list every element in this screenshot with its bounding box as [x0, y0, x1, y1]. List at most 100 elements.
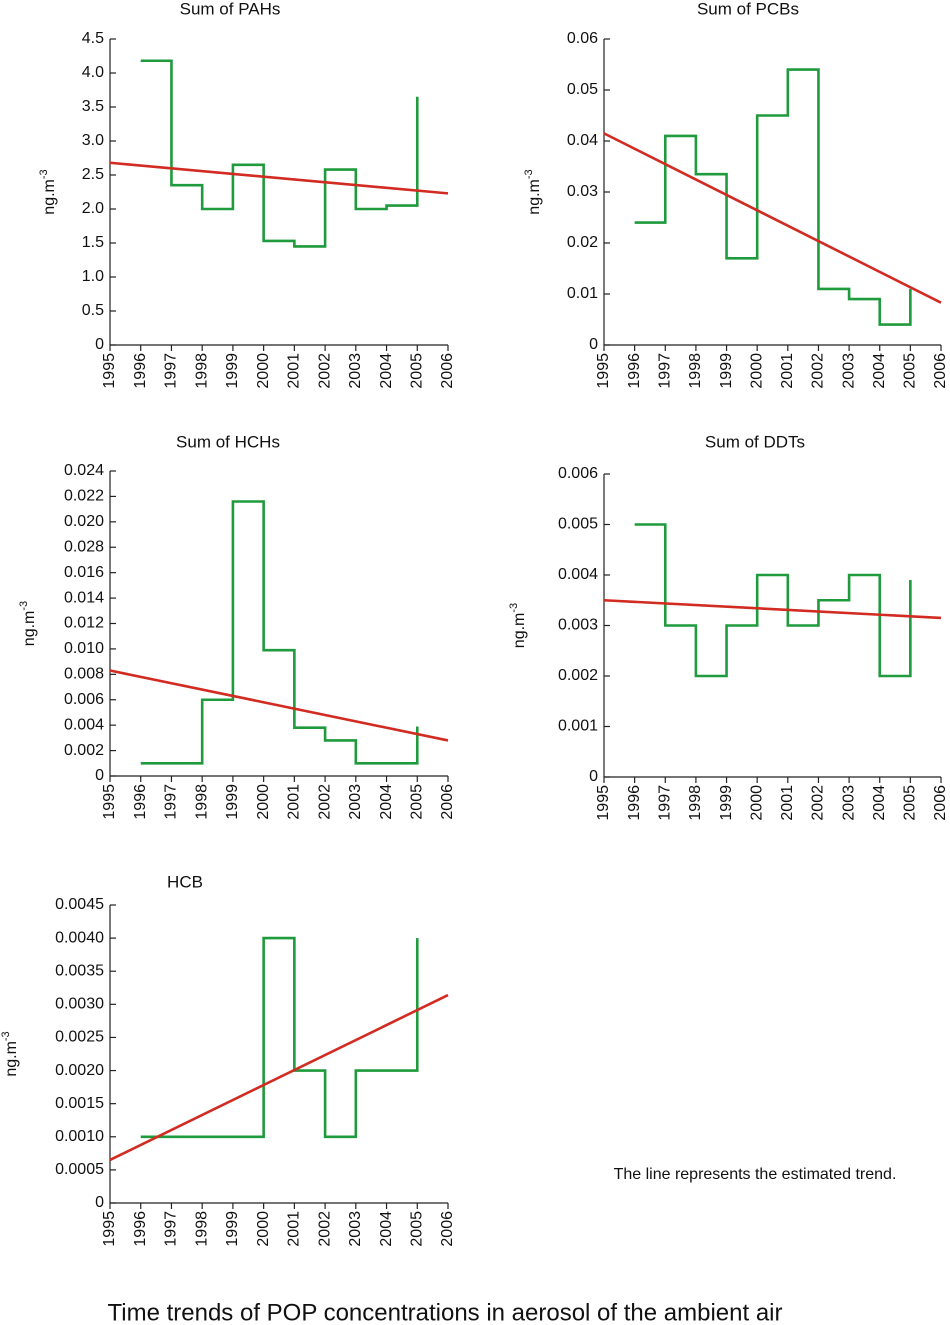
caption: Time trends of POP concentrations in aer…: [107, 1299, 782, 1325]
y-axis-label-superscript: -3: [18, 601, 30, 611]
x-tick-label: 1996: [132, 353, 149, 389]
trend-line: [109, 993, 449, 1162]
x-tick-label: 2003: [840, 785, 857, 821]
x-tick-label: 2003: [347, 784, 364, 820]
x-tick-label: 1996: [626, 353, 643, 389]
y-tick-label: 0.06: [567, 30, 598, 47]
y-axis-label-text: ng.m: [511, 613, 528, 649]
y-tick-label: 2.5: [82, 166, 104, 183]
y-tick-label: 0.04: [567, 132, 598, 149]
x-tick-label: 2004: [871, 785, 888, 821]
y-axis-label: ng.m-3: [508, 603, 528, 648]
y-tick-label: 0.0030: [55, 996, 104, 1013]
y-tick-label: 0.003: [558, 617, 598, 634]
y-tick-label: 0: [95, 336, 104, 353]
y-tick-label: 0.0005: [55, 1161, 104, 1178]
x-tick-label: 1997: [163, 1211, 180, 1247]
chart-title: HCB: [167, 872, 203, 891]
x-tick-label: 2006: [932, 353, 949, 389]
y-tick-label: 1.5: [82, 234, 104, 251]
x-tick-label: 1999: [224, 784, 241, 820]
x-tick-label: 2000: [748, 353, 765, 389]
x-tick-label: 1997: [656, 785, 673, 821]
x-tick-label: 2001: [286, 353, 303, 389]
x-tick-label: 2003: [840, 353, 857, 389]
step-line: [140, 500, 419, 765]
y-tick-label: 0: [589, 336, 598, 353]
y-tick-label: 0.0040: [55, 929, 104, 946]
step-line: [634, 523, 912, 678]
y-axis-label: ng.m-3: [18, 601, 38, 646]
step-line: [634, 68, 912, 326]
y-tick-label: 0.006: [64, 691, 104, 708]
y-tick-label: 3.0: [82, 132, 104, 149]
y-axis-label-text: ng.m: [526, 179, 543, 215]
y-tick-label: 4.0: [82, 64, 104, 81]
trend-line: [109, 161, 449, 195]
y-tick-label: 0.020: [64, 513, 104, 530]
x-tick-label: 1997: [656, 353, 673, 389]
y-axis-label-text: ng.m: [41, 179, 58, 215]
y-tick-label: 0.02: [567, 234, 598, 251]
x-tick-label: 2004: [378, 784, 395, 820]
x-tick-label: 2006: [932, 785, 949, 821]
step-line: [140, 59, 419, 248]
x-tick-label: 2001: [779, 785, 796, 821]
x-tick-label: 1999: [718, 785, 735, 821]
trend-line: [603, 598, 942, 620]
x-tick-label: 2004: [871, 353, 888, 389]
x-tick-label: 2004: [378, 1211, 395, 1247]
chart-title: Sum of DDTs: [705, 432, 805, 451]
chart-title: Sum of HCHs: [176, 432, 280, 451]
y-tick-label: 0.016: [64, 564, 104, 581]
x-tick-label: 2000: [748, 785, 765, 821]
x-tick-label: 2006: [439, 353, 456, 389]
x-tick-label: 2002: [810, 353, 827, 389]
x-tick-label: 1998: [193, 353, 210, 389]
y-axis-label-superscript: -3: [508, 603, 520, 613]
x-tick-label: 2005: [408, 784, 425, 820]
chart-title: Sum of PCBs: [697, 0, 799, 18]
y-tick-label: 0.010: [64, 640, 104, 657]
x-tick-label: 2006: [439, 784, 456, 820]
y-tick-label: 0.0045: [55, 896, 104, 913]
y-tick-label: 0.002: [64, 742, 104, 759]
y-axis-label-superscript: -3: [523, 169, 535, 179]
y-tick-label: 0.024: [64, 462, 104, 479]
x-tick-label: 1995: [101, 353, 118, 389]
x-tick-label: 2000: [255, 784, 272, 820]
trend-line: [603, 132, 942, 304]
y-tick-label: 0.001: [558, 718, 598, 735]
x-tick-label: 1996: [132, 1211, 149, 1247]
y-tick-label: 0.0015: [55, 1095, 104, 1112]
x-tick-label: 1995: [595, 785, 612, 821]
y-axis-label-superscript: -3: [0, 1031, 12, 1041]
x-tick-label: 2002: [316, 784, 333, 820]
x-tick-label: 2001: [779, 353, 796, 389]
chart-title: Sum of PAHs: [180, 0, 281, 18]
y-tick-label: 4.5: [82, 30, 104, 47]
y-tick-label: 0.03: [567, 183, 598, 200]
x-tick-label: 1996: [626, 785, 643, 821]
x-tick-label: 2004: [378, 353, 395, 389]
y-tick-label: 0: [95, 767, 104, 784]
y-tick-label: 1.0: [82, 268, 104, 285]
y-axis-label: ng.m-3: [0, 1031, 20, 1076]
y-tick-label: 3.5: [82, 98, 104, 115]
x-tick-label: 1999: [224, 1211, 241, 1247]
step-line: [140, 936, 419, 1139]
y-axis-label: ng.m-3: [523, 169, 543, 214]
y-axis-label: ng.m-3: [38, 169, 58, 214]
x-tick-label: 1999: [224, 353, 241, 389]
x-tick-label: 1995: [101, 1211, 118, 1247]
x-tick-label: 2002: [316, 353, 333, 389]
y-tick-label: 0.0025: [55, 1029, 104, 1046]
x-tick-label: 2005: [902, 785, 919, 821]
x-tick-label: 2000: [255, 1211, 272, 1247]
x-tick-label: 1997: [163, 784, 180, 820]
x-tick-label: 2005: [408, 1211, 425, 1247]
x-tick-label: 1998: [687, 785, 704, 821]
x-tick-label: 2002: [810, 785, 827, 821]
trend-line: [109, 669, 449, 742]
